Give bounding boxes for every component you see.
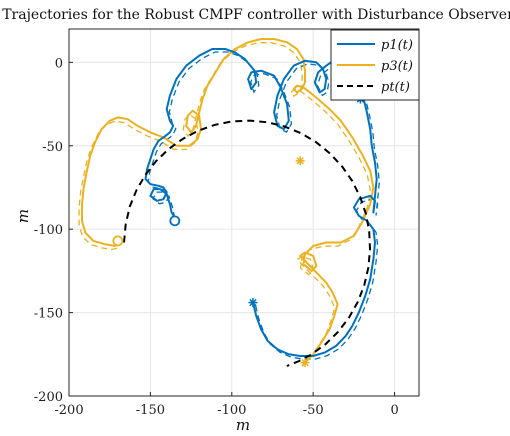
series-p3-aux-start-marker (295, 156, 305, 166)
chart-title: Trajectories for the Robust CMPF control… (2, 7, 510, 23)
x-tick-label: -150 (136, 403, 165, 418)
legend-label-p1: p1(t) (381, 38, 413, 53)
y-tick-label: -150 (34, 307, 63, 322)
series-p1-line (144, 48, 378, 357)
series-p3-end-marker (112, 235, 124, 247)
legend-entry-p3: p3(t) (337, 59, 413, 74)
plot-frame (68, 28, 420, 397)
x-tick-label: -200 (54, 403, 83, 418)
legend-label-p3: p3(t) (381, 59, 413, 74)
series-layer (78, 38, 380, 368)
series-pt-line (123, 119, 372, 367)
legend-entry-p1: p1(t) (337, 38, 413, 53)
x-axis: -200 -150 -100 -50 0 (54, 392, 399, 418)
series-p1-start-marker (248, 298, 258, 308)
y-tick-label: 0 (55, 56, 63, 71)
x-tick-label: -100 (217, 403, 246, 418)
x-tick-label: 0 (390, 403, 398, 418)
y-axis: 0 -50 -100 -150 -200 (34, 56, 73, 405)
series-p3-start-marker (300, 358, 310, 368)
legend-label-pt: pt(t) (381, 80, 410, 95)
y-tick-label: -50 (42, 140, 63, 155)
legend: p1(t) p3(t) pt(t) (330, 29, 420, 101)
series-p3-reference-line (78, 42, 372, 367)
legend-entry-pt: pt(t) (337, 80, 410, 95)
series-p1-reference-line (147, 51, 380, 360)
series-p1-end-marker (169, 215, 181, 227)
series-p3-line (81, 38, 375, 364)
x-axis-label: m (236, 416, 250, 434)
x-tick-label: -50 (303, 403, 324, 418)
y-axis-label: m (14, 209, 32, 223)
y-tick-label: -100 (34, 223, 63, 238)
y-tick-label: -200 (34, 390, 63, 405)
